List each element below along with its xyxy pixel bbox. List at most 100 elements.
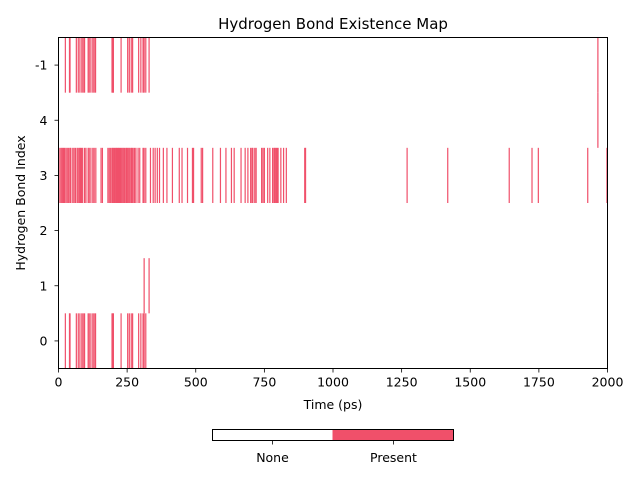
presence-bar-row-3-10 [72, 147, 74, 203]
presence-bar-row-0-24 [140, 313, 142, 369]
presence-bar-row-3-99 [280, 147, 282, 203]
presence-bar-row-3-74 [202, 147, 204, 203]
presence-bar-row-0-7 [82, 313, 84, 369]
presence-bar-row-3-83 [250, 147, 252, 203]
presence-bar-row-3-40 [119, 147, 121, 203]
presence-bar-row--1-17 [112, 37, 114, 93]
presence-bar-row-0-10 [88, 313, 90, 369]
presence-bar-row-3-50 [130, 147, 132, 203]
x-tick-label-4: 1000 [317, 375, 349, 390]
presence-bar-row-3-89 [262, 147, 264, 203]
presence-bar-row-3-70 [186, 147, 189, 203]
presence-bar-row-3-20 [85, 147, 87, 203]
presence-bar-row--1-5 [79, 37, 81, 93]
presence-bar-row-0-2 [69, 313, 71, 369]
presence-bar-row--1-13 [93, 37, 95, 93]
presence-bar-row--1-18 [120, 37, 122, 93]
presence-bar-row--1-20 [128, 37, 130, 93]
presence-bar-row-3-14 [77, 147, 79, 203]
presence-bar-row-3-17 [80, 147, 83, 203]
presence-bar-row-3-46 [125, 147, 128, 203]
presence-bar-row-3-15 [79, 147, 81, 203]
x-tick-label-2: 500 [184, 375, 208, 390]
x-tick-label-5: 1250 [386, 375, 418, 390]
presence-bar-row-3-53 [133, 147, 136, 203]
presence-bar-row-3-16 [79, 147, 82, 203]
presence-bar-row-0-23 [138, 313, 140, 369]
presence-bar-row-0-18 [120, 313, 122, 369]
presence-bar-row-3-92 [269, 147, 271, 203]
y-tick-label-0: -1 [35, 58, 47, 73]
presence-bar-row-3-88 [261, 147, 263, 203]
presence-bar-row--1-0 [64, 37, 66, 93]
presence-bar-row-3-44 [123, 147, 125, 203]
presence-bar-row-1-0 [143, 258, 145, 314]
colorbar: None Present [212, 429, 454, 465]
presence-bar-row-3-59 [145, 147, 147, 203]
presence-bar-row-3-87 [255, 147, 257, 203]
presence-bar-row-3-66 [166, 147, 168, 203]
presence-bar-row-3-94 [273, 147, 275, 203]
x-tick-label-6: 1500 [454, 375, 486, 390]
presence-bar-row-0-11 [90, 313, 92, 369]
presence-bar-row-0-5 [79, 313, 81, 369]
presence-bar-row-3-48 [128, 147, 130, 203]
presence-bar-row-0-8 [83, 313, 86, 369]
presence-bar-row-3-58 [143, 147, 145, 203]
presence-bar-row--1-19 [127, 37, 129, 93]
x-tick-label-1: 250 [115, 375, 139, 390]
presence-bar-row-3-104 [406, 147, 408, 203]
presence-bar-row--1-7 [82, 37, 84, 93]
presence-bar-row-3-27 [100, 147, 102, 203]
y-tick-label-2: 3 [40, 168, 48, 183]
presence-bar-row-3-32 [111, 147, 113, 203]
presence-bar-row--1-2 [69, 37, 71, 93]
presence-bar-row-3-42 [121, 147, 123, 203]
x-tick-label-0: 0 [55, 375, 63, 390]
presence-bar-row-3-78 [230, 147, 233, 203]
presence-bar-row-3-1 [60, 147, 62, 203]
colorbar-frame [212, 429, 454, 441]
presence-bar-row-3-24 [92, 147, 94, 203]
presence-bar-row-3-43 [122, 147, 124, 203]
presence-bar-row-3-18 [82, 147, 84, 203]
bars-layer [59, 37, 608, 369]
presence-bar-row-0-20 [128, 313, 130, 369]
presence-bar-row-0-6 [81, 313, 83, 369]
y-tick-label-3: 2 [40, 223, 48, 238]
presence-bar-row-3-51 [131, 147, 133, 203]
presence-bar-row-3-52 [132, 147, 134, 203]
presence-bar-row-0-4 [77, 313, 79, 369]
presence-bar-row-3-79 [233, 147, 235, 203]
presence-bar-row-3-22 [88, 147, 90, 203]
presence-bar-row-3-7 [68, 147, 70, 203]
presence-bar-row--1-22 [132, 37, 134, 93]
presence-bar-row-0-17 [112, 313, 114, 369]
presence-bar-row-0-15 [111, 313, 113, 369]
presence-bar-row-3-60 [149, 147, 152, 203]
presence-bar-row-3-65 [162, 147, 164, 203]
presence-bar-row-0-25 [142, 313, 144, 369]
presence-bar-row-0-27 [145, 313, 147, 369]
presence-bar-row-3-91 [267, 147, 269, 203]
presence-bar-row-3-69 [181, 147, 183, 203]
presence-bar-row-3-96 [275, 147, 277, 203]
presence-bar-row-0-13 [93, 313, 95, 369]
presence-bar-row-3-75 [212, 147, 214, 203]
presence-bar-row-3-41 [120, 147, 122, 203]
presence-bar-row-3-84 [251, 147, 253, 203]
presence-bar-row-3-55 [137, 147, 139, 203]
y-tick-label-4: 1 [40, 278, 48, 293]
presence-bar-row-3-9 [70, 147, 72, 203]
presence-bar-row-3-39 [118, 147, 120, 203]
presence-bar-row-0-19 [127, 313, 129, 369]
presence-bar-row-3-105 [447, 147, 449, 203]
presence-bar-row-0-14 [94, 313, 97, 369]
presence-bar-row-3-82 [247, 147, 249, 203]
x-tick-label-7: 1750 [523, 375, 555, 390]
presence-bar-row-3-13 [76, 147, 78, 203]
presence-bar-row-3-34 [113, 147, 115, 203]
presence-bar-row--1-25 [142, 37, 144, 93]
